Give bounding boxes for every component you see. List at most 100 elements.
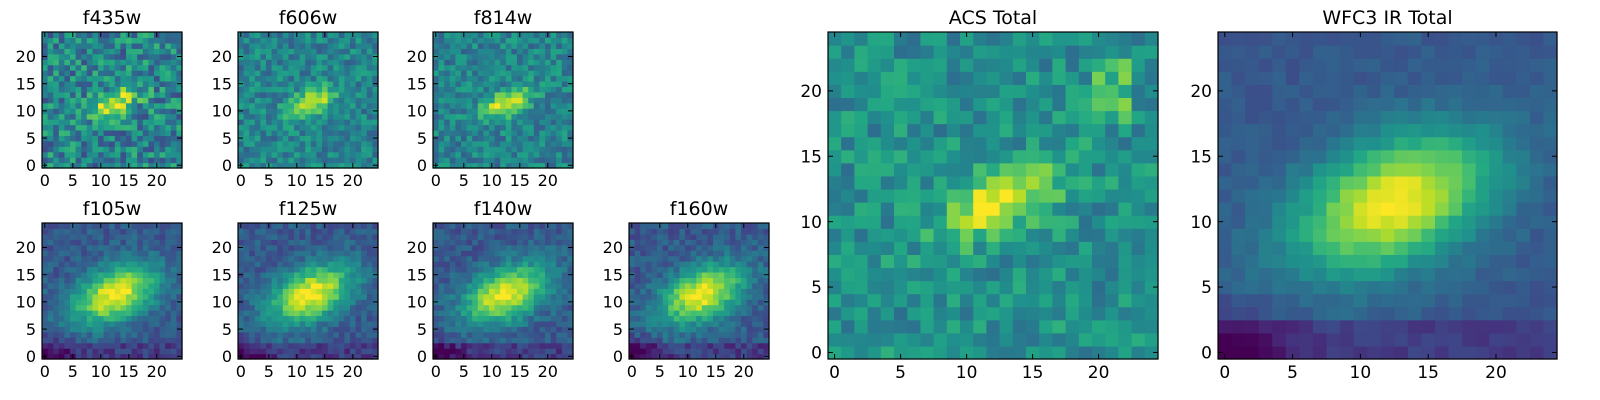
heatmap-cell — [53, 119, 60, 126]
heatmap-cell — [92, 129, 99, 136]
heatmap-cell — [109, 129, 116, 136]
heatmap-cell — [344, 91, 351, 98]
heatmap-cell — [47, 162, 54, 169]
heatmap-cell — [350, 151, 357, 158]
heatmap-cell — [266, 124, 273, 131]
heatmap-cell — [238, 129, 245, 136]
heatmap-cell — [148, 42, 155, 49]
heatmap-cell — [366, 108, 373, 115]
heatmap-cell — [64, 157, 71, 164]
heatmap-cell — [47, 157, 54, 164]
heatmap-cell — [310, 86, 317, 93]
heatmap-cell — [70, 70, 77, 77]
heatmap-cell — [238, 91, 245, 98]
heatmap-cell — [299, 129, 306, 136]
heatmap-cell — [47, 124, 54, 131]
heatmap-cell — [333, 119, 340, 126]
heatmap-cell — [120, 42, 127, 49]
heatmap-cell — [81, 48, 88, 55]
heatmap-cell — [344, 146, 351, 153]
heatmap-cell — [42, 102, 49, 109]
heatmap-cell — [366, 162, 373, 169]
heatmap-cell — [42, 64, 49, 71]
heatmap-cell — [338, 102, 345, 109]
heatmap-cell — [109, 102, 116, 109]
heatmap-cell — [243, 146, 250, 153]
heatmap-cell — [53, 32, 60, 39]
heatmap-cell — [271, 129, 278, 136]
heatmap-cell — [316, 124, 323, 131]
heatmap-cell — [58, 113, 65, 120]
heatmap-cell — [338, 162, 345, 169]
heatmap-cell — [148, 108, 155, 115]
heatmap-cell — [131, 97, 138, 104]
heatmap-cell — [366, 151, 373, 158]
heatmap-cell — [92, 102, 99, 109]
heatmap-cell — [137, 124, 144, 131]
heatmap-cell — [98, 146, 105, 153]
heatmap-cell — [142, 75, 149, 82]
heatmap-cell — [338, 129, 345, 136]
heatmap-cell — [344, 129, 351, 136]
heatmap-cell — [42, 75, 49, 82]
heatmap-cell — [92, 146, 99, 153]
heatmap-cell — [288, 91, 295, 98]
heatmap-cell — [47, 32, 54, 39]
heatmap-cell — [277, 102, 284, 109]
heatmap-cell — [58, 151, 65, 158]
heatmap-cell — [142, 162, 149, 169]
heatmap-cell — [170, 32, 177, 39]
heatmap-cell — [86, 124, 93, 131]
heatmap-cell — [98, 119, 105, 126]
heatmap-cell — [316, 80, 323, 87]
heatmap-cell — [355, 91, 362, 98]
heatmap-cell — [176, 64, 183, 71]
heatmap-cell — [266, 135, 273, 142]
heatmap-cell — [322, 124, 329, 131]
heatmap-cell — [114, 37, 121, 44]
heatmap-cell — [170, 124, 177, 131]
heatmap-cell — [355, 135, 362, 142]
heatmap-cell — [249, 91, 256, 98]
heatmap-cell — [120, 59, 127, 66]
heatmap-cell — [294, 91, 301, 98]
heatmap-cell — [126, 97, 133, 104]
heatmap-cell — [120, 157, 127, 164]
heatmap-cell — [131, 80, 138, 87]
heatmap-cell — [243, 140, 250, 147]
heatmap-cell — [372, 91, 379, 98]
heatmap-cell — [75, 70, 82, 77]
heatmap-cell — [243, 91, 250, 98]
heatmap-cell — [114, 42, 121, 49]
heatmap-cell — [366, 97, 373, 104]
heatmap-cell — [103, 75, 110, 82]
heatmap-cell — [366, 124, 373, 131]
heatmap-cell — [260, 119, 267, 126]
heatmap-cell — [243, 108, 250, 115]
heatmap-cell — [103, 140, 110, 147]
y-tick-label: 0 — [26, 156, 36, 175]
heatmap-cell — [75, 108, 82, 115]
heatmap-cell — [310, 119, 317, 126]
heatmap-cell — [344, 119, 351, 126]
heatmap-cell — [266, 119, 273, 126]
heatmap-cell — [260, 86, 267, 93]
heatmap-cell — [137, 70, 144, 77]
heatmap-cell — [148, 91, 155, 98]
heatmap-cell — [137, 53, 144, 60]
heatmap-cell — [148, 140, 155, 147]
heatmap-cell — [109, 64, 116, 71]
heatmap-cell — [58, 86, 65, 93]
heatmap-cell — [64, 70, 71, 77]
heatmap-cell — [238, 86, 245, 93]
heatmap-cell — [159, 157, 166, 164]
heatmap-cell — [165, 59, 172, 66]
heatmap-cell — [126, 129, 133, 136]
heatmap-cell — [288, 151, 295, 158]
heatmap-cell — [361, 86, 368, 93]
heatmap-cell — [176, 91, 183, 98]
heatmap-cell — [322, 86, 329, 93]
heatmap-cell — [254, 162, 261, 169]
heatmap-cell — [98, 108, 105, 115]
